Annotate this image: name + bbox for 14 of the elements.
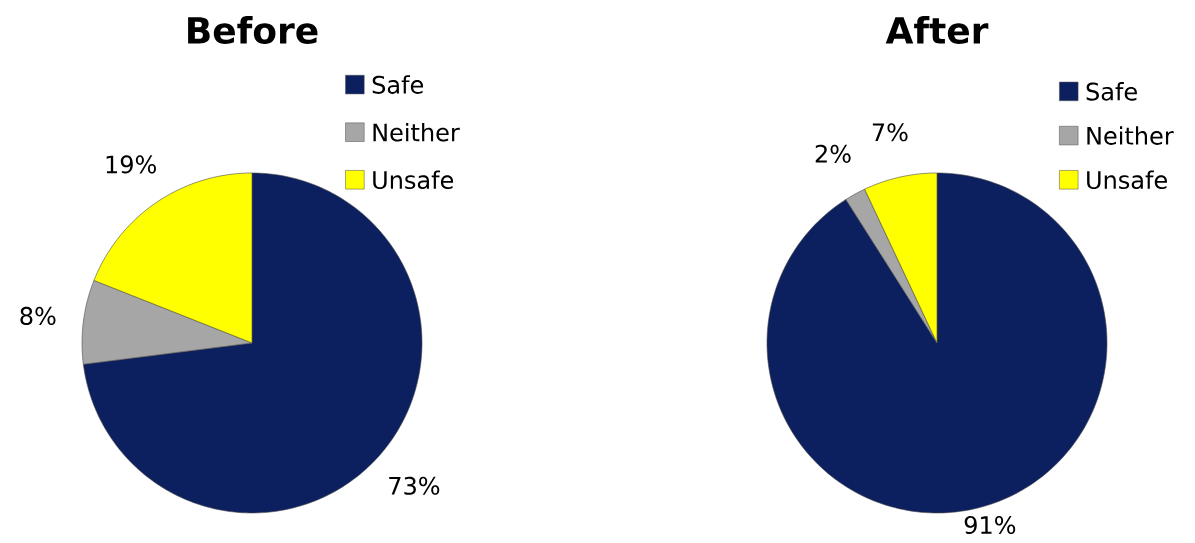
data-label: 8% xyxy=(20,306,56,325)
legend-label: Neither xyxy=(1087,126,1174,145)
legend-label: Safe xyxy=(1086,82,1137,101)
data-label: 19% xyxy=(106,155,156,174)
data-label: 7% xyxy=(872,123,908,142)
data-label: 2% xyxy=(815,144,851,163)
data-label: 91% xyxy=(964,515,1016,535)
chart-title: Before xyxy=(188,16,318,44)
legend-label: Unsafe xyxy=(1087,170,1167,190)
data-label: 73% xyxy=(389,476,440,495)
legend-label: Unsafe xyxy=(373,170,454,190)
legend-label: Safe xyxy=(372,75,424,94)
legend-label: Neither xyxy=(373,122,460,142)
chart-title: After xyxy=(885,16,989,44)
